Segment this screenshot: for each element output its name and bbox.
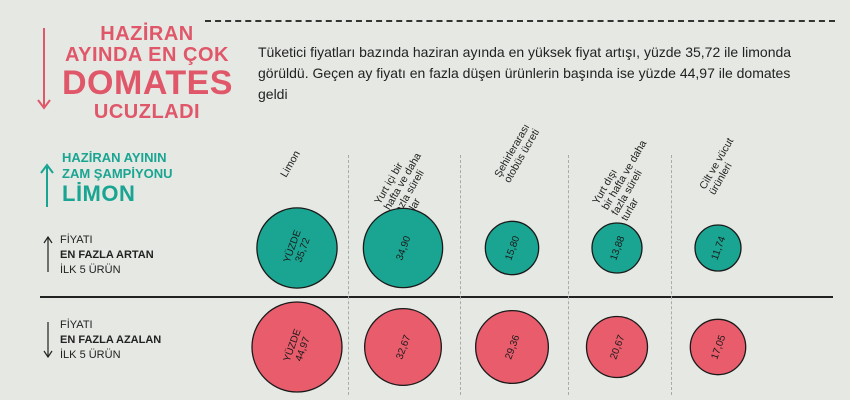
row-down-line-2: EN FAZLA AZALAN (60, 334, 162, 346)
row-down-arrow-icon (43, 322, 53, 358)
headline-line-3: DOMATES (62, 64, 233, 102)
row-separator (40, 296, 833, 298)
headline: HAZİRAN AYINDA EN ÇOK DOMATES UCUZLADI (62, 24, 232, 123)
column-header: Cilt ve vücutürünleri (697, 136, 746, 197)
column-divider (460, 155, 461, 395)
row-label-up: FİYATI EN FAZLA ARTAN İLK 5 ÜRÜN (60, 233, 154, 278)
subhead-line-2: ZAM ŞAMPİYONU (62, 166, 173, 181)
row-up-line-2: EN FAZLA ARTAN (60, 249, 154, 261)
column-header: Yurt dışıbir hafta ve dahafazla sürelitu… (590, 133, 668, 223)
bubble-decrease (585, 315, 649, 379)
bubble-decrease (689, 318, 747, 376)
subhead-line-3: LİMON (62, 181, 136, 206)
headline-line-4: UCUZLADI (93, 100, 201, 123)
column-divider (348, 155, 349, 395)
headline-line-1: HAZİRAN (100, 23, 194, 45)
top-dashed-rule (205, 20, 835, 22)
bubble-increase (256, 207, 338, 289)
bubble-increase (484, 220, 540, 276)
row-up-arrow-icon (43, 236, 53, 272)
subhead: HAZİRAN AYININ ZAM ŞAMPİYONU LİMON (62, 150, 202, 206)
bubble-decrease (474, 309, 550, 385)
column-header: Şehirlerarasıotobüs ücreti (492, 121, 542, 185)
description: Tüketici fiyatları bazında haziran ayınd… (258, 44, 792, 102)
arrow-up-icon (40, 163, 54, 207)
column-header: Limon (278, 149, 303, 180)
arrow-down-icon (37, 28, 51, 110)
bubble-decrease (251, 301, 343, 393)
subhead-line-1: HAZİRAN AYININ (62, 150, 167, 165)
bubble-increase (694, 224, 742, 272)
row-up-line-3: İLK 5 ÜRÜN (60, 264, 121, 276)
bubble-increase (362, 207, 444, 289)
row-label-down: FİYATI EN FAZLA AZALAN İLK 5 ÜRÜN (60, 318, 161, 363)
row-down-line-1: FİYATI (60, 319, 93, 331)
row-up-line-1: FİYATI (60, 234, 93, 246)
headline-line-2: AYINDA EN ÇOK (65, 44, 229, 66)
column-divider (671, 155, 672, 395)
row-down-line-3: İLK 5 ÜRÜN (60, 349, 121, 361)
column-divider (568, 155, 569, 395)
bubble-decrease (363, 307, 443, 387)
bubble-increase (591, 222, 643, 274)
